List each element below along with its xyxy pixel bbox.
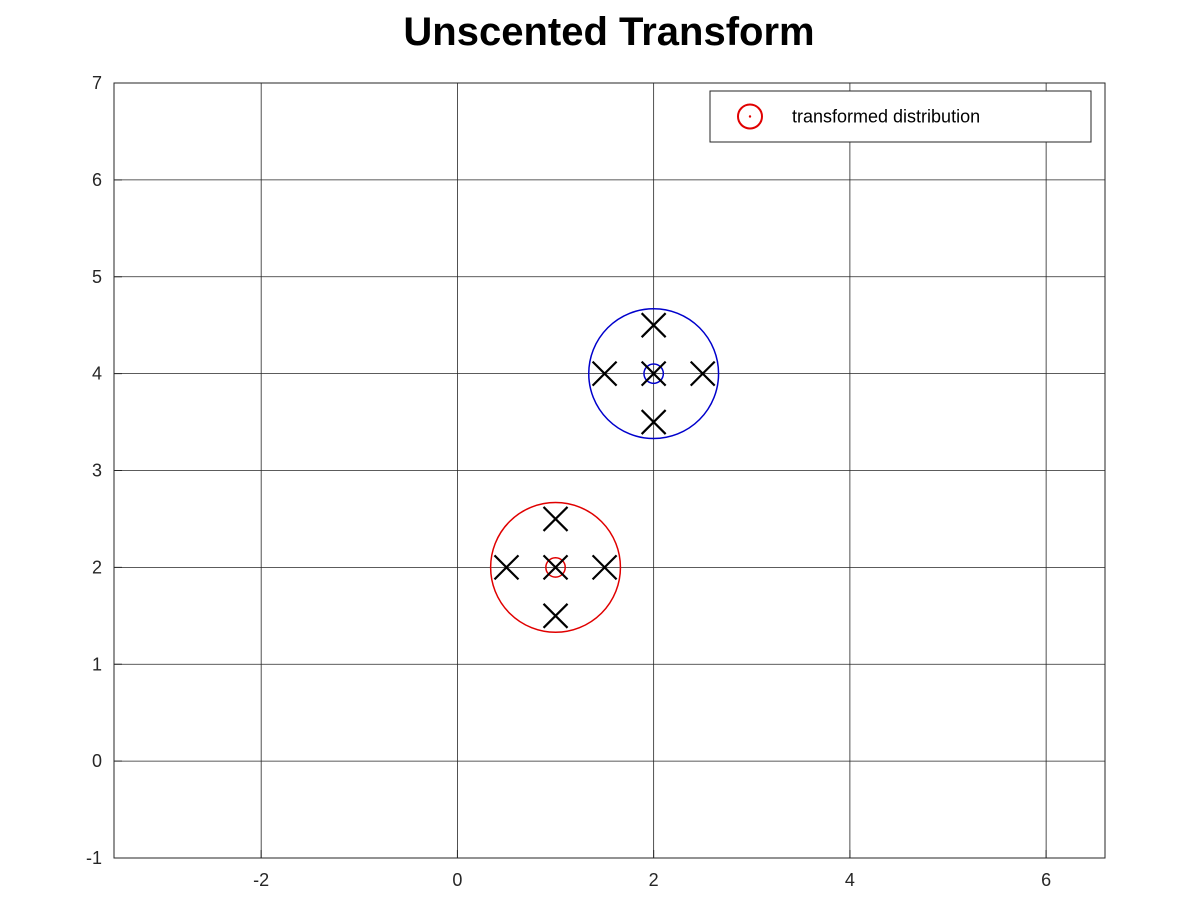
sigma-point-marker [542, 554, 569, 581]
series-2 [587, 307, 720, 440]
y-tick-label: 6 [92, 170, 102, 190]
y-tick-label: 0 [92, 751, 102, 771]
covariance-ellipse-outer [489, 501, 622, 634]
sigma-point-marker [542, 603, 569, 629]
sigma-point-marker [640, 360, 667, 387]
legend: transformed distribution [709, 90, 1092, 143]
sigma-point-marker [542, 506, 569, 532]
y-tick-label: 1 [92, 654, 102, 674]
covariance-ellipse-outer [587, 307, 720, 440]
mean-circle [545, 556, 566, 578]
y-tick-label: 5 [92, 267, 102, 287]
sigma-point-marker [493, 554, 520, 581]
legend-entry-label: transformed distribution [792, 107, 980, 127]
sigma-point-marker [591, 554, 618, 581]
legend-marker-icon [737, 103, 763, 130]
sigma-point-marker [591, 360, 618, 387]
x-tick-label: 0 [452, 870, 462, 890]
series-layer [489, 307, 720, 634]
y-tick-label: 3 [92, 461, 102, 481]
y-tick-label: -1 [86, 848, 102, 868]
x-tick-label: 6 [1041, 870, 1051, 890]
y-tick-label: 7 [92, 73, 102, 93]
sigma-point-marker [640, 409, 667, 435]
x-tick-label: -2 [253, 870, 269, 890]
chart-title: Unscented Transform [403, 10, 814, 54]
y-tick-label: 4 [92, 364, 102, 384]
y-axis-ticks: -1 0 1 2 3 4 5 6 7 [86, 73, 122, 868]
mean-circle [643, 363, 665, 385]
legend-marker-dot [748, 115, 752, 118]
x-axis-ticks: -2 0 2 4 6 [253, 850, 1051, 890]
x-tick-label: 4 [845, 870, 855, 890]
series-1 [489, 501, 622, 634]
x-tick-label: 2 [649, 870, 659, 890]
sigma-point-marker [640, 312, 667, 338]
y-tick-label: 2 [92, 557, 102, 577]
sigma-point-marker [689, 360, 716, 387]
legend-box [709, 90, 1092, 143]
